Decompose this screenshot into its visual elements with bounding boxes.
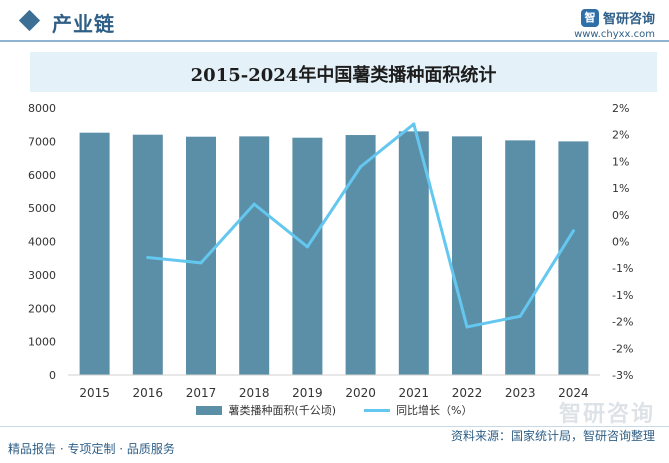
left-axis-tick-label: 4000 (28, 236, 56, 249)
right-axis-tick-label: 2% (612, 102, 629, 115)
x-axis-tick-label: 2022 (452, 386, 483, 400)
legend-label-line: 同比增长（%） (396, 404, 473, 417)
footer-source: 资料来源：国家统计局，智研咨询整理 (450, 429, 655, 443)
x-axis-tick-label: 2018 (239, 386, 270, 400)
growth-point-2019 (305, 245, 309, 249)
x-axis-tick-label: 2017 (186, 386, 217, 400)
chart-title: 2015-2024年中国薯类播种面积统计 (190, 65, 497, 86)
legend-swatch-line (364, 408, 391, 412)
left-axis-tick-label: 5000 (28, 202, 56, 215)
brand-url: www.chyxx.com (574, 29, 655, 40)
right-axis-tick-label: -3% (612, 369, 633, 382)
right-axis-tick-label: 1% (612, 155, 629, 168)
bar-2015 (79, 132, 110, 375)
legend-swatch-bar (196, 405, 223, 415)
left-axis-tick-label: 2000 (28, 302, 56, 315)
left-axis-tick-label: 3000 (28, 269, 56, 282)
bar-2018 (239, 136, 270, 375)
x-axis-tick-label: 2024 (558, 386, 589, 400)
left-axis-tick-label: 0 (49, 369, 56, 382)
brand-block: 智 智研咨询 www.chyxx.com (574, 8, 655, 40)
footer-divider (0, 426, 669, 427)
bar-2023 (505, 140, 536, 375)
chart-title-box: 2015-2024年中国薯类播种面积统计 (30, 52, 657, 92)
growth-point-2022 (465, 325, 469, 329)
header-bar: 产业链 智 智研咨询 www.chyxx.com (0, 0, 669, 44)
growth-point-2017 (199, 261, 203, 265)
chart-legend: 薯类播种面积(千公顷) 同比增长（%） (0, 402, 669, 418)
brand-name: 智研咨询 (602, 12, 655, 27)
growth-point-2021 (412, 122, 416, 126)
left-axis-tick-label: 7000 (28, 135, 56, 148)
right-axis-tick-label: -1% (612, 289, 633, 302)
x-axis-tick-label: 2020 (345, 386, 376, 400)
growth-point-2016 (146, 256, 150, 260)
header-divider (0, 40, 669, 42)
x-axis-tick-label: 2019 (292, 386, 323, 400)
left-axis-tick-label: 6000 (28, 169, 56, 182)
bar-2022 (452, 136, 482, 375)
bar-2020 (345, 135, 376, 375)
x-axis-tick-label: 2016 (133, 386, 164, 400)
x-axis-tick-label: 2015 (79, 386, 110, 400)
legend-item-line: 同比增长（%） (364, 402, 473, 418)
right-axis-tick-label: 1% (612, 182, 629, 195)
right-axis-tick-label: -1% (612, 262, 633, 275)
right-axis-tick-label: 0% (612, 236, 629, 249)
growth-point-2023 (518, 314, 522, 318)
brand-logo-icon: 智 (580, 8, 599, 27)
bar-2019 (292, 137, 323, 375)
right-axis-tick-label: 2% (612, 129, 629, 142)
growth-point-2024 (571, 229, 575, 233)
growth-point-2020 (359, 165, 363, 169)
x-axis-tick-label: 2023 (505, 386, 536, 400)
bar-2021 (398, 131, 429, 375)
bar-2017 (186, 136, 216, 375)
right-axis-tick-label: 0% (612, 209, 629, 222)
footer-watermark: 智研咨询 (558, 402, 655, 427)
legend-item-bar: 薯类播种面积(千公顷) (196, 402, 336, 418)
legend-label-bar: 薯类播种面积(千公顷) (228, 404, 337, 417)
x-axis-tick-label: 2021 (399, 386, 430, 400)
right-axis-tick-label: -2% (612, 316, 633, 329)
left-axis-tick-label: 8000 (28, 102, 56, 115)
right-axis-tick-label: -2% (612, 342, 633, 355)
bar-2016 (132, 134, 163, 375)
growth-point-2018 (252, 202, 256, 206)
left-axis-tick-label: 1000 (28, 336, 56, 349)
footer-tagline: 精品报告 · 专项定制 · 品质服务 (8, 442, 175, 456)
header-title: 产业链 (52, 12, 115, 36)
bar-2024 (558, 141, 589, 375)
